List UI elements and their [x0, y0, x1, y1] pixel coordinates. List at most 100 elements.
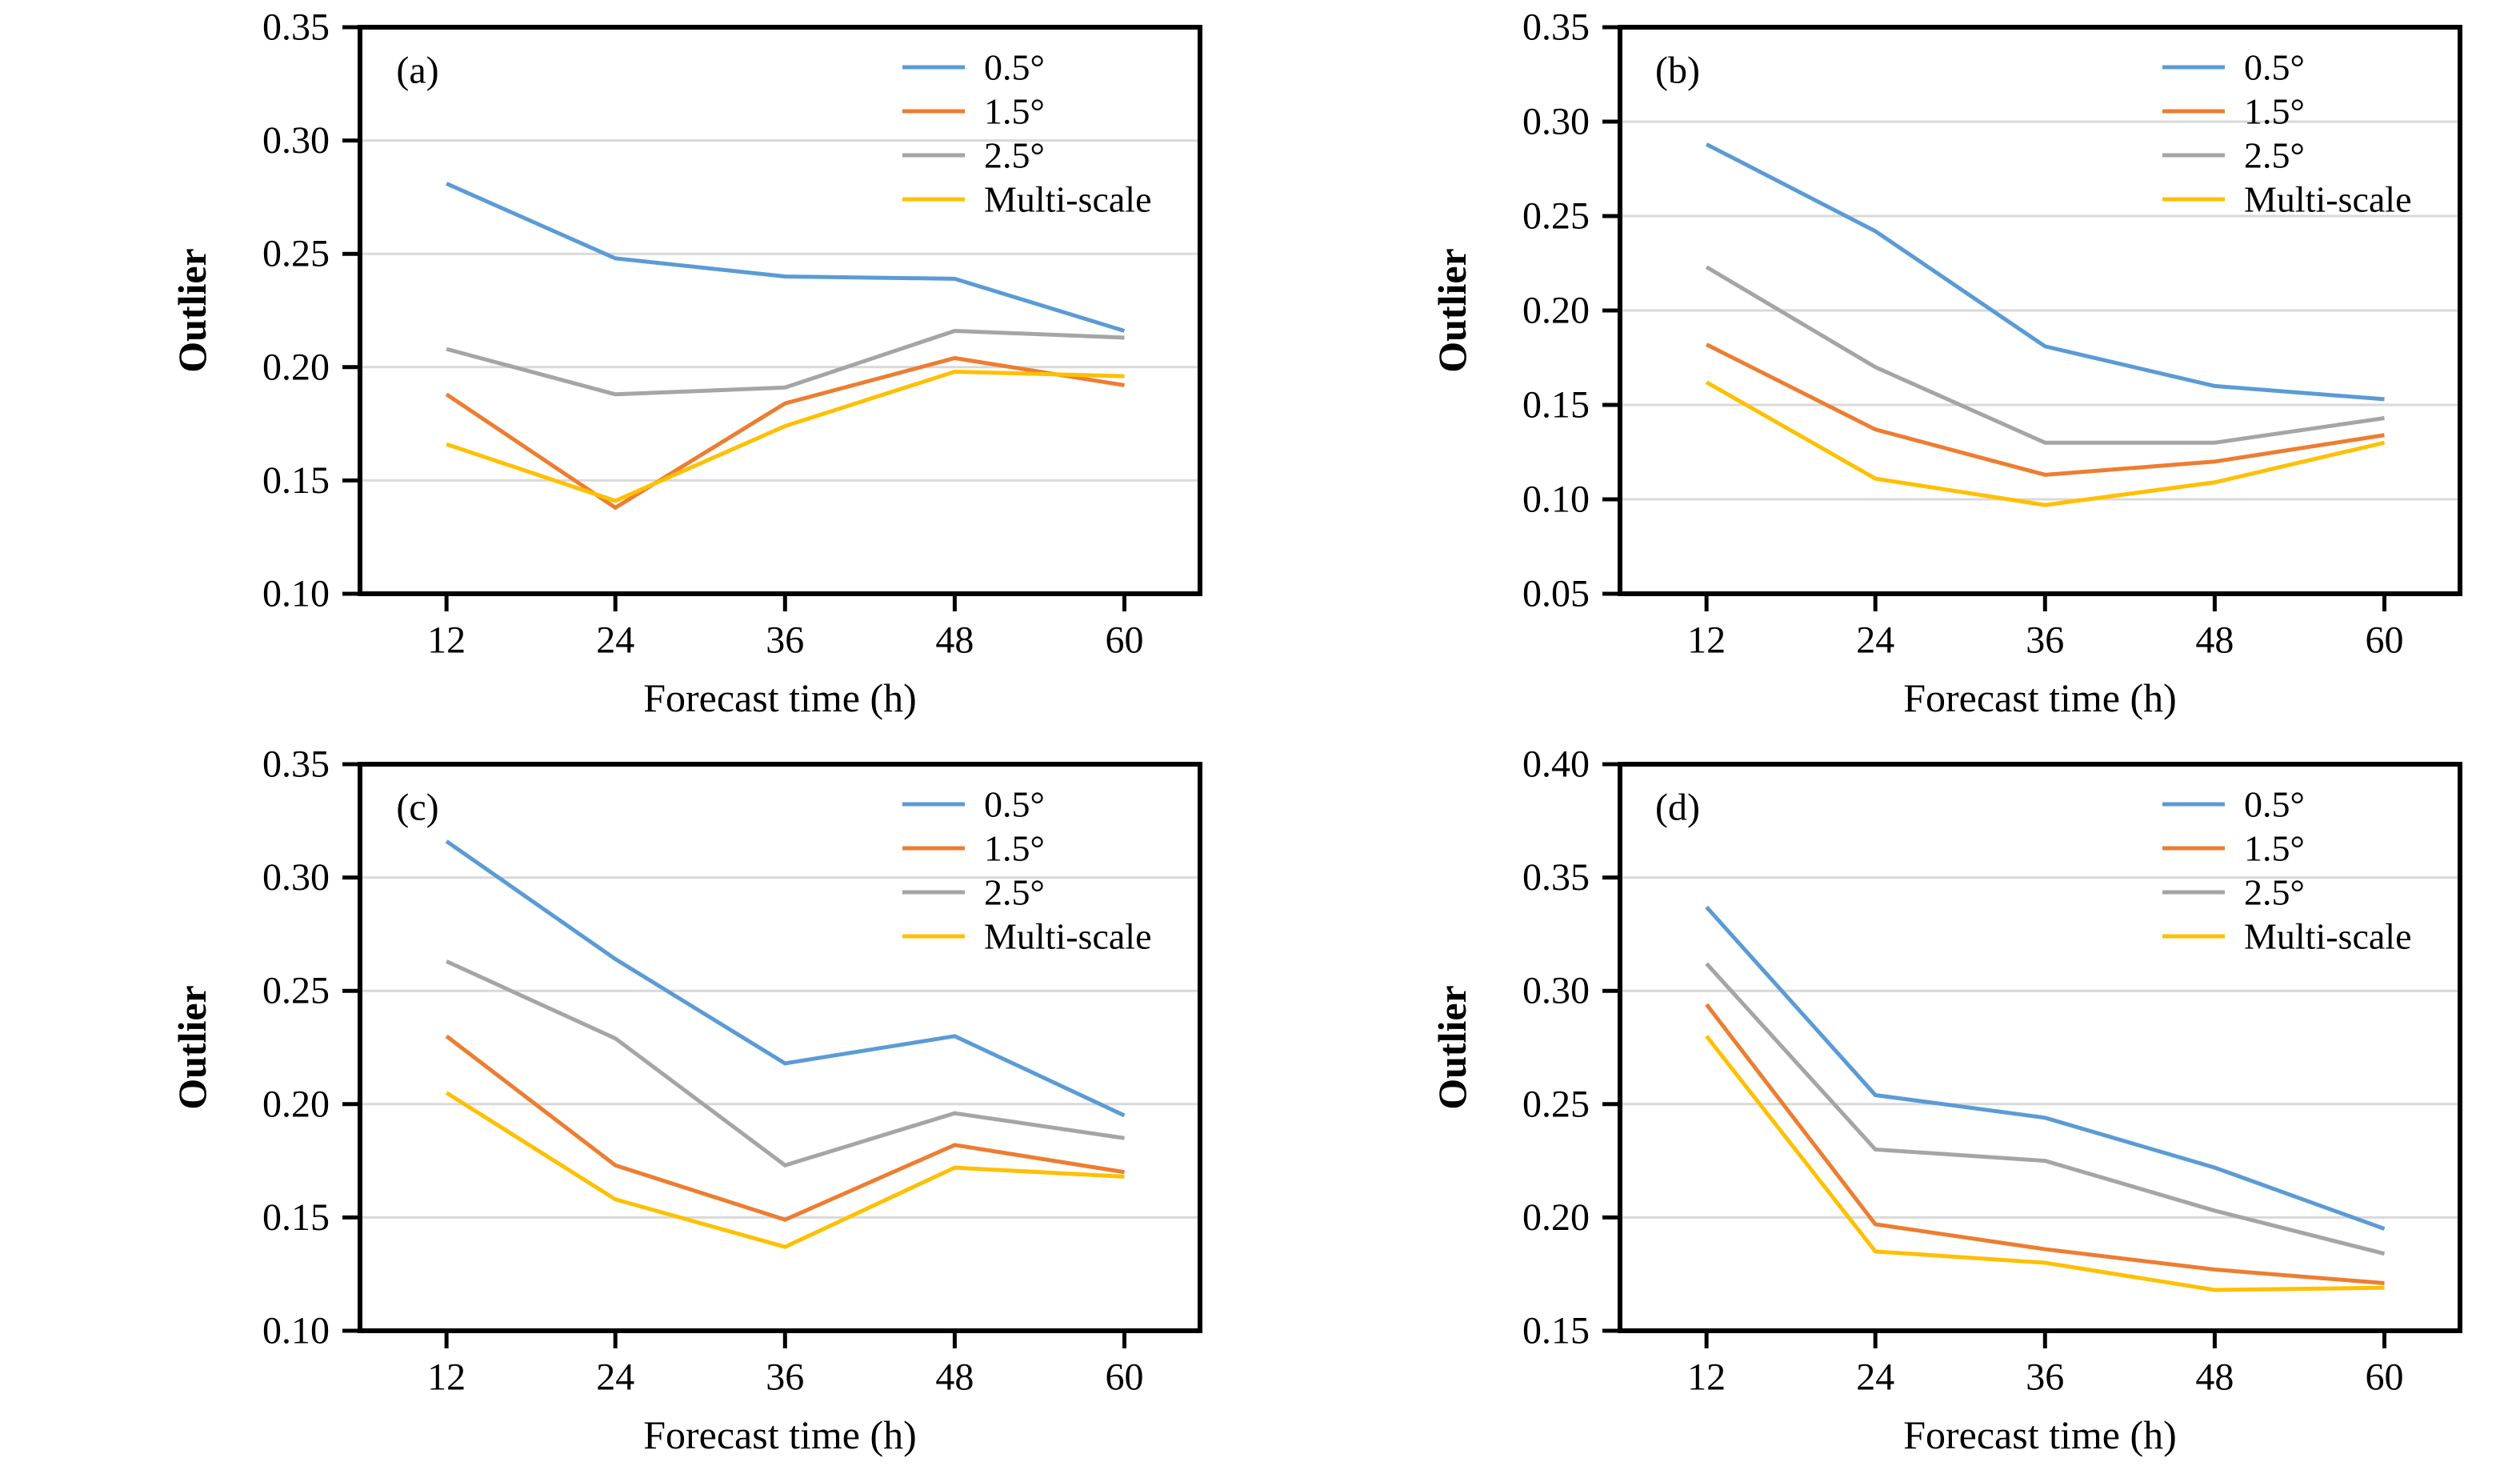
- y-tick-label: 0.20: [262, 346, 330, 388]
- legend-item-0-5: 0.5°: [2162, 47, 2305, 88]
- x-tick-label: 60: [2366, 1356, 2404, 1399]
- series-line-0-5: [446, 182, 1126, 333]
- y-tick-label: 0.10: [1522, 479, 1590, 521]
- y-tick-label: 0.30: [1522, 970, 1590, 1012]
- legend-item-multi-scale: Multi-scale: [902, 916, 1152, 957]
- x-tick-label: 48: [2195, 619, 2234, 662]
- x-tick-label: 24: [596, 1356, 634, 1399]
- x-axis-title: Forecast time (h): [1903, 675, 2177, 720]
- chart-panel-a: 0.10 0.15 0.20 0.25 0.30 0.35 12 24 36 48 60 Outlie…: [170, 6, 1202, 720]
- plot-frame: [358, 25, 1202, 596]
- legend-item-2-5: 2.5°: [2162, 135, 2305, 176]
- x-axis-title: Forecast time (h): [643, 675, 917, 720]
- x-tick-label: 24: [1856, 619, 1894, 662]
- x-tick-label: 60: [2366, 619, 2404, 662]
- legend-item-1-5: 1.5°: [902, 91, 1045, 132]
- panel-label: (a): [396, 50, 438, 92]
- legend-label: 1.5°: [2244, 828, 2305, 869]
- series-line-2-5: [446, 959, 1125, 1168]
- y-axis-title: Outlier: [1430, 248, 1474, 373]
- legend-item-0-5: 0.5°: [2162, 784, 2305, 825]
- x-tick-label: 24: [1856, 1356, 1894, 1399]
- y-tick-label: 0.35: [1522, 856, 1590, 899]
- chart-panel-d: 0.15 0.20 0.25 0.30 0.35 0.40 12 24 36 48 60 Outlie…: [1430, 743, 2462, 1457]
- x-tick-label: 48: [2195, 1356, 2234, 1399]
- chart-panel-c: 0.10 0.15 0.20 0.25 0.30 0.35 12 24 36 48 60 Outlie…: [170, 743, 1202, 1457]
- y-tick-label: 0.15: [1522, 384, 1590, 427]
- y-tick-label: 0.15: [262, 1196, 330, 1239]
- x-tick-label: 60: [1106, 619, 1144, 662]
- y-tick-label: 0.20: [1522, 1196, 1590, 1239]
- legend-label: Multi-scale: [2244, 179, 2412, 220]
- series-line-2-5: [1705, 962, 2386, 1256]
- y-tick-label: 0.05: [1522, 573, 1590, 615]
- plot-frame: [358, 762, 1202, 1333]
- legend-label: 2.5°: [2244, 135, 2305, 176]
- legend-label: 2.5°: [984, 872, 1045, 913]
- series-line-1-5: [1705, 1003, 2385, 1286]
- legend-label: Multi-scale: [984, 179, 1152, 220]
- panel-b: 0.05 0.10 0.15 0.20 0.25 0.30 0.35 12 24 36 48 60 Ou…: [1260, 0, 2520, 737]
- y-tick-label: 0.15: [1522, 1310, 1590, 1352]
- x-tick-label: 24: [596, 619, 634, 662]
- x-tick-label: 36: [766, 1356, 804, 1399]
- x-axis-title: Forecast time (h): [1903, 1412, 2177, 1457]
- series-line-2-5: [446, 328, 1125, 397]
- y-tick-label: 0.30: [262, 856, 330, 899]
- legend-label: Multi-scale: [984, 916, 1152, 957]
- y-tick-label: 0.15: [262, 459, 330, 502]
- panel-d: 0.15 0.20 0.25 0.30 0.35 0.40 12 24 36 48 60 Outlie…: [1260, 737, 2520, 1474]
- series-line-1-5: [445, 1034, 1125, 1222]
- x-tick-label: 36: [766, 619, 804, 662]
- y-tick-label: 0.10: [262, 1310, 330, 1352]
- y-tick-label: 0.20: [1522, 290, 1590, 332]
- legend-label: 1.5°: [2244, 91, 2305, 132]
- legend-item-0-5: 0.5°: [902, 47, 1045, 88]
- y-tick-label: 0.40: [1522, 743, 1590, 786]
- legend-item-2-5: 2.5°: [902, 872, 1045, 913]
- legend-item-0-5: 0.5°: [902, 784, 1045, 825]
- y-tick-label: 0.20: [262, 1083, 330, 1125]
- x-tick-label: 12: [427, 619, 466, 662]
- series-line-multi-scale: [1705, 380, 2386, 507]
- legend-label: 1.5°: [984, 828, 1045, 869]
- panel-label: (c): [396, 787, 438, 829]
- legend-label: 0.5°: [2244, 47, 2305, 88]
- y-tick-label: 0.10: [262, 573, 330, 615]
- legend-label: Multi-scale: [2244, 916, 2412, 957]
- x-axis-title: Forecast time (h): [643, 1412, 917, 1457]
- legend-item-1-5: 1.5°: [902, 828, 1045, 869]
- legend-label: 1.5°: [984, 91, 1045, 132]
- series-line-multi-scale: [446, 369, 1125, 503]
- y-tick-label: 0.35: [262, 6, 330, 49]
- legend-label: 2.5°: [984, 135, 1045, 176]
- y-axis-title: Outlier: [170, 985, 214, 1110]
- y-tick-label: 0.30: [1522, 101, 1590, 143]
- x-tick-label: 12: [1687, 619, 1726, 662]
- x-tick-label: 60: [1106, 1356, 1144, 1399]
- legend-item-2-5: 2.5°: [902, 135, 1045, 176]
- y-tick-label: 0.25: [1522, 1083, 1590, 1125]
- series-line-multi-scale: [1705, 1035, 2385, 1292]
- panel-label: (d): [1655, 787, 1700, 829]
- x-tick-label: 48: [935, 619, 974, 662]
- chart-panel-b: 0.05 0.10 0.15 0.20 0.25 0.30 0.35 12 24 36 48 60 Ou…: [1430, 6, 2462, 720]
- panel-c: 0.10 0.15 0.20 0.25 0.30 0.35 12 24 36 48 60 Outlie…: [0, 737, 1260, 1474]
- y-tick-label: 0.35: [262, 743, 330, 786]
- legend-item-2-5: 2.5°: [2162, 872, 2305, 913]
- series-line-0-5: [1706, 142, 2385, 402]
- legend-label: 0.5°: [984, 47, 1045, 88]
- legend-item-multi-scale: Multi-scale: [2162, 179, 2412, 220]
- panel-label: (b): [1655, 50, 1700, 92]
- y-axis-title: Outlier: [1430, 985, 1474, 1110]
- legend-item-multi-scale: Multi-scale: [902, 179, 1152, 220]
- y-tick-label: 0.30: [262, 119, 330, 162]
- series-line-0-5: [1705, 905, 2386, 1231]
- x-tick-label: 12: [427, 1356, 466, 1399]
- panel-a: 0.10 0.15 0.20 0.25 0.30 0.35 12 24 36 48 60 Outlie…: [0, 0, 1260, 737]
- legend-item-multi-scale: Multi-scale: [2162, 916, 2412, 957]
- legend-label: 2.5°: [2244, 872, 2305, 913]
- y-tick-label: 0.25: [262, 233, 330, 275]
- y-tick-label: 0.25: [1522, 195, 1590, 238]
